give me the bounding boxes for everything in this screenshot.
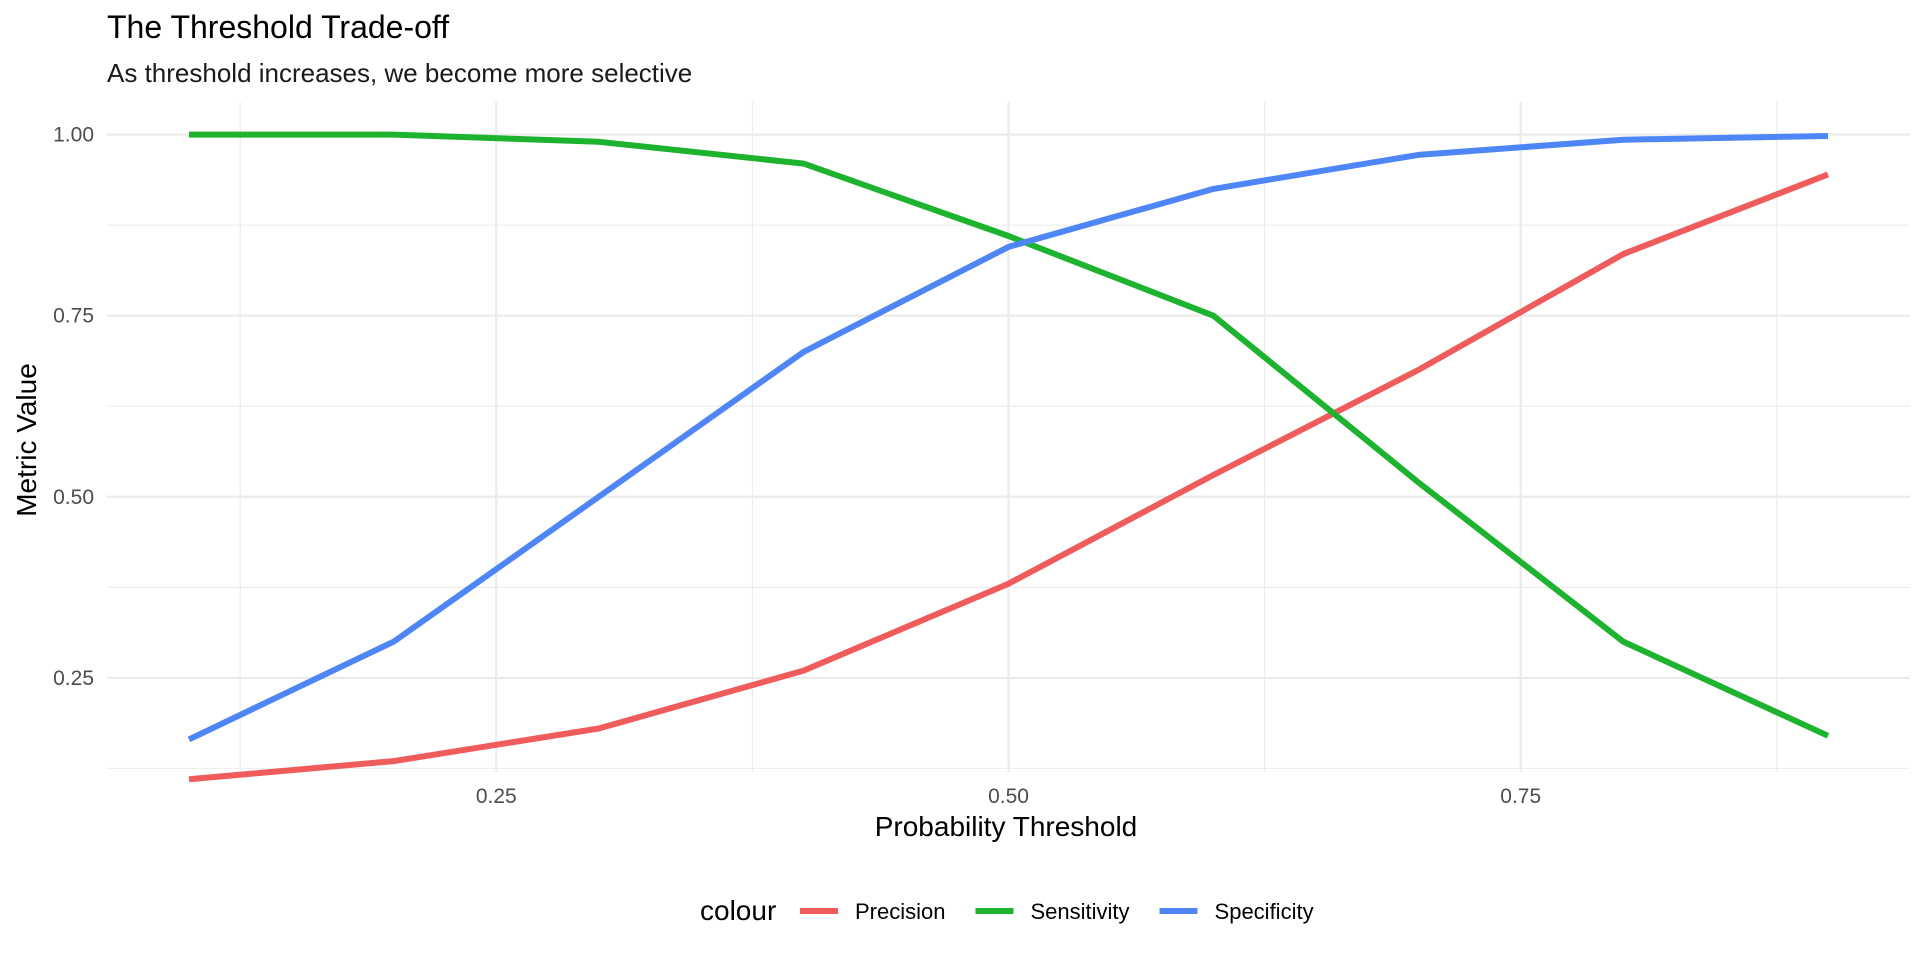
x-axis-title: Probability Threshold	[875, 811, 1138, 842]
series-line-layer	[187, 131, 1830, 783]
grid-layer	[107, 102, 1910, 772]
legend-label-specificity: Specificity	[1215, 899, 1314, 924]
legend-title: colour	[700, 895, 776, 926]
legend-label-precision: Precision	[855, 899, 945, 924]
legend: colour Precision Sensitivity Specificity	[700, 895, 1314, 926]
tick-label-layer: 0.25 0.50 0.75 0.25 0.50 0.75 1.00	[53, 124, 1541, 808]
y-tick-label: 0.25	[53, 667, 94, 690]
y-tick-label: 1.00	[53, 124, 94, 147]
series-line-specificity	[187, 133, 1829, 743]
x-tick-label: 0.25	[476, 785, 517, 808]
series-line-sensitivity	[189, 131, 1830, 739]
chart-title: The Threshold Trade-off	[107, 9, 449, 45]
x-tick-label: 0.50	[988, 785, 1029, 808]
x-tick-label: 0.75	[1500, 785, 1541, 808]
chart-subtitle: As threshold increases, we become more s…	[107, 58, 692, 88]
series-line-precision	[188, 171, 1830, 783]
legend-label-sensitivity: Sensitivity	[1030, 899, 1129, 924]
y-tick-label: 0.75	[53, 305, 94, 328]
y-axis-title: Metric Value	[11, 363, 42, 517]
y-tick-label: 0.50	[53, 486, 94, 509]
